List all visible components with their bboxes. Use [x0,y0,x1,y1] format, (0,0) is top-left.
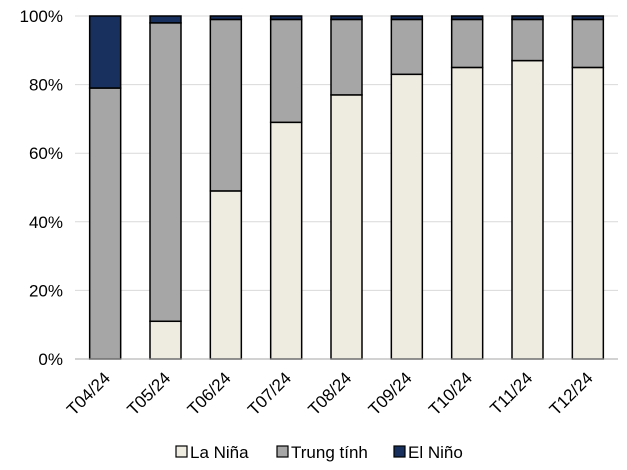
y-tick-label: 80% [29,76,63,95]
bar-segment [571,66,605,360]
bar-segment [88,15,122,89]
bar-segment [269,121,303,360]
bar-segment [209,190,243,360]
bar-segment [571,18,605,69]
legend-swatch [393,445,406,458]
bar-segment [511,15,544,21]
x-tick-label: T11/24 [486,368,536,418]
x-tick-label: T10/24 [425,368,476,419]
x-tick-label: T07/24 [244,368,295,419]
bar-segment [390,73,424,360]
x-tick-label: T06/24 [184,368,235,419]
x-axis-ticks: T04/24 T05/24 T06/24 T07/24 T08/24 T09/24 T10/… [63,368,597,419]
bar-segment [330,94,363,360]
y-axis-ticks: 0% 20% 40% 60% 80% 100% [20,7,63,369]
x-tick-label: T09/24 [365,368,416,419]
bar-segment [149,320,182,360]
bar-segment [330,15,363,21]
bar-segment [511,18,544,62]
bar-segment [450,18,484,69]
bar-segment [330,18,363,96]
bar-segment [88,87,122,360]
bar-segment [149,15,182,24]
bar-segment [450,15,484,21]
bar-segment [390,18,424,76]
x-tick-label: T04/24 [63,368,114,419]
bar-segment [209,18,243,192]
bar-segment [269,18,303,124]
bar-segment [571,15,605,21]
bar-segment [450,66,484,360]
x-tick-label: T08/24 [304,368,355,419]
x-tick-label: T05/24 [123,368,174,419]
bar-segment [390,15,424,21]
legend-label: Trung tính [291,443,368,462]
bars [88,15,605,360]
bar-segment [209,15,243,21]
bar-segment [269,15,303,21]
legend-swatch [175,445,188,458]
legend-label: La Niña [190,443,249,462]
legend-label: El Niño [408,443,463,462]
y-tick-label: 40% [29,213,63,232]
y-tick-label: 0% [38,350,63,369]
y-tick-label: 100% [20,7,63,26]
y-tick-label: 20% [29,281,63,300]
x-tick-label: T12/24 [546,368,597,419]
legend-swatch [276,445,289,458]
legend: La Niña Trung tính El Niño [175,443,463,462]
bar-segment [149,22,182,323]
y-tick-label: 60% [29,144,63,163]
bar-segment [511,59,544,360]
